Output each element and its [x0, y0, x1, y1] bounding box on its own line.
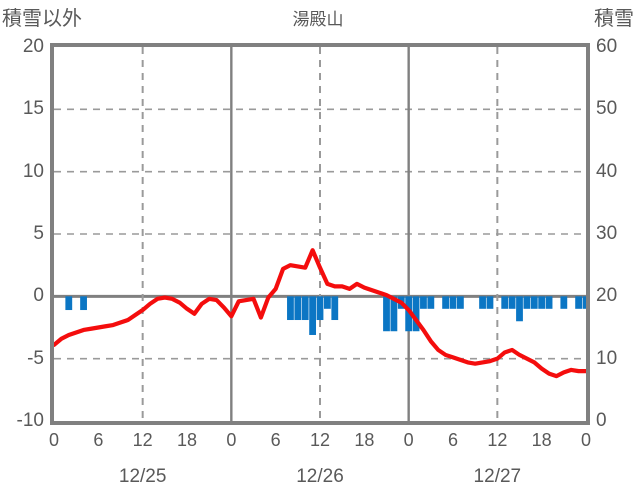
x-axis-tick: 18 — [531, 430, 552, 450]
x-axis-date-label: 12/26 — [296, 466, 344, 487]
left-axis-tick: 0 — [33, 285, 44, 307]
bar-series — [65, 296, 586, 335]
left-axis-tick: 15 — [22, 98, 44, 120]
bar — [582, 296, 586, 309]
right-axis-tick: 20 — [596, 285, 618, 307]
bar — [530, 296, 538, 309]
bar — [545, 296, 553, 309]
plot-inner — [54, 47, 586, 421]
left-axis-tick: 10 — [22, 160, 44, 182]
bar — [65, 296, 73, 311]
bar — [309, 296, 317, 335]
bar — [405, 296, 413, 332]
x-axis-tick: 12 — [132, 430, 153, 450]
right-axis-tick: 0 — [596, 410, 607, 431]
right-axis-tick: 60 — [596, 36, 618, 57]
left-axis-tick: -10 — [16, 410, 44, 431]
x-axis-tick: 0 — [48, 430, 60, 450]
bar — [538, 296, 546, 309]
bar — [80, 296, 87, 311]
bar — [575, 296, 583, 309]
bar — [508, 296, 516, 309]
left-axis-tick: -5 — [27, 347, 44, 369]
x-axis-tick: 6 — [93, 430, 104, 450]
bar — [383, 296, 390, 332]
x-axis-tick: 6 — [270, 430, 281, 450]
x-axis-tick: 18 — [354, 430, 375, 450]
x-axis-tick: 0 — [403, 430, 414, 450]
x-axis-tick: 0 — [226, 430, 237, 450]
plot-area — [50, 43, 590, 425]
bar — [449, 296, 457, 309]
left-axis-tick: 20 — [22, 36, 44, 57]
bar — [560, 296, 568, 309]
bar — [501, 296, 509, 309]
bar — [331, 296, 339, 321]
line-series — [54, 248, 586, 379]
x-axis-date-label: 12/25 — [118, 466, 167, 487]
bar — [316, 296, 324, 321]
bar — [412, 296, 420, 332]
bar — [287, 296, 294, 321]
bar — [516, 296, 523, 322]
right-axis-tick: 40 — [596, 160, 618, 182]
x-axis-date-label: 12/27 — [473, 466, 522, 487]
bar — [420, 296, 427, 309]
bar — [323, 296, 331, 309]
bar — [523, 296, 531, 309]
bar — [456, 296, 464, 309]
left-axis-title: 積雪以外 — [2, 8, 82, 30]
x-axis-tick: 0 — [580, 430, 592, 450]
right-axis-tick: 30 — [596, 223, 618, 244]
right-axis-tick: 10 — [596, 347, 618, 369]
bar — [301, 296, 309, 321]
x-axis-tick: 12 — [487, 430, 508, 450]
x-axis-tick: 18 — [176, 430, 198, 450]
bar — [442, 296, 450, 309]
x-axis-tick: 12 — [309, 430, 331, 450]
left-axis-tick: 5 — [33, 223, 44, 244]
chart-title: 湯殿山 — [292, 10, 344, 29]
right-axis-tick: 50 — [596, 98, 618, 120]
x-axis-tick: 6 — [447, 430, 459, 450]
bar — [294, 296, 302, 321]
chart-canvas — [54, 47, 586, 421]
bar — [479, 296, 486, 309]
right-axis-title: 積雪 — [594, 8, 634, 30]
bar — [427, 296, 435, 309]
bar — [486, 296, 494, 309]
bar — [390, 296, 398, 332]
